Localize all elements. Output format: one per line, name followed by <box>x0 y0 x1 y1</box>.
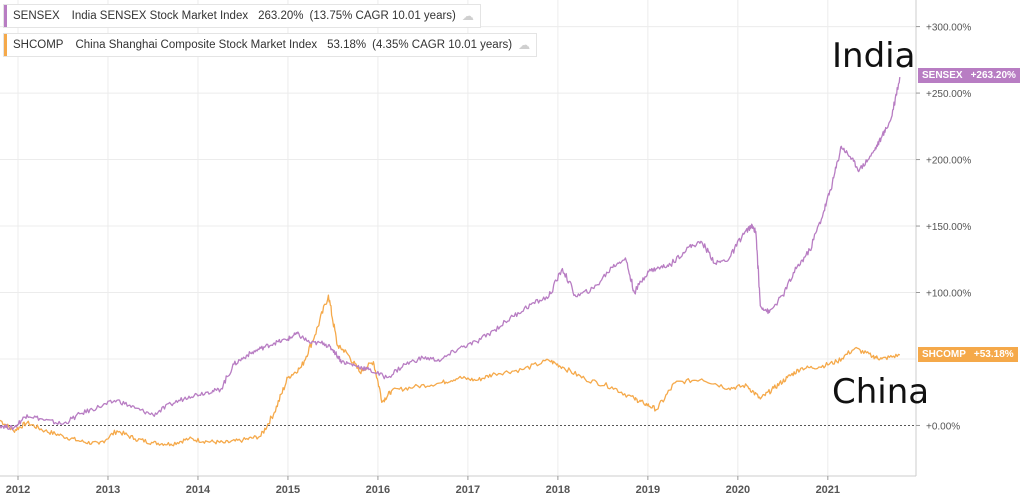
series-end-tag-shcomp: SHCOMP +53.18% <box>918 347 1018 363</box>
x-tick-label: 2016 <box>366 484 390 496</box>
y-axis-ticks: +300.00% +250.00% +200.00% +150.00% +100.00%… <box>916 23 971 432</box>
x-tick-label: 2013 <box>96 484 120 496</box>
legend-item-sensex[interactable]: SENSEX India SENSEX Stock Market Index 2… <box>3 4 481 28</box>
series-group <box>0 77 901 447</box>
y-tick-label: +250.00% <box>926 89 971 100</box>
x-tick-label: 2017 <box>456 484 480 496</box>
grid <box>0 0 916 477</box>
legend-swatch-shcomp <box>4 34 7 56</box>
legend-cagr: (13.75% CAGR 10.01 years) <box>309 10 456 22</box>
series-end-tag-sensex: SENSEX +263.20% <box>918 68 1020 84</box>
x-tick-label: 2018 <box>546 484 570 496</box>
legend-swatch-sensex <box>4 5 7 27</box>
legend-change: 53.18% <box>327 39 367 51</box>
x-tick-label: 2015 <box>276 484 300 496</box>
x-tick-label: 2019 <box>636 484 660 496</box>
tag-ticker: SENSEX <box>922 70 963 82</box>
y-tick-label: +0.00% <box>926 421 960 432</box>
y-tick-label: +150.00% <box>926 222 971 233</box>
x-tick-label: 2020 <box>726 484 750 496</box>
x-axis-ticks: 2012 2013 2014 2015 2016 2017 2018 2019 2020 2021 <box>6 476 840 496</box>
legend-ticker: SENSEX <box>13 10 60 22</box>
legend-item-shcomp[interactable]: SHCOMP China Shanghai Composite Stock Ma… <box>3 33 538 57</box>
y-tick-label: +300.00% <box>926 23 971 34</box>
tag-ticker: SHCOMP <box>922 349 966 361</box>
y-tick-label: +100.00% <box>926 289 971 300</box>
y-tick-label: +200.00% <box>926 156 971 167</box>
series-line-sensex <box>0 77 901 431</box>
tag-value: +53.18% <box>973 349 1014 361</box>
annotation-india: India <box>832 36 916 76</box>
series-line-shcomp <box>0 294 901 447</box>
cloud-icon[interactable]: ☁ <box>518 38 531 52</box>
legend-cagr: (4.35% CAGR 10.01 years) <box>372 39 513 51</box>
legend-name: China Shanghai Composite Stock Market In… <box>75 39 318 51</box>
legend-name: India SENSEX Stock Market Index <box>71 10 249 22</box>
legend-change: 263.20% <box>258 10 304 22</box>
x-tick-label: 2021 <box>816 484 840 496</box>
legend-ticker: SHCOMP <box>13 39 64 51</box>
x-tick-label: 2012 <box>6 484 30 496</box>
annotation-china: China <box>832 372 930 412</box>
cloud-icon[interactable]: ☁ <box>461 9 474 23</box>
x-tick-label: 2014 <box>186 484 211 496</box>
tag-value: +263.20% <box>970 70 1016 82</box>
